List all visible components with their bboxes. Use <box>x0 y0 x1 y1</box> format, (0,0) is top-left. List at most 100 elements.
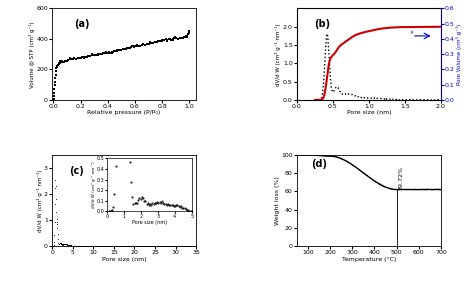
Point <box>177 244 184 248</box>
Point <box>128 244 136 248</box>
Point <box>68 57 76 61</box>
Point <box>167 244 175 248</box>
Point <box>108 244 116 248</box>
Point <box>55 242 63 246</box>
Point <box>94 244 102 248</box>
Point <box>136 43 144 48</box>
Y-axis label: dV/d W (cm³ g⁻¹ nm⁻¹): dV/d W (cm³ g⁻¹ nm⁻¹) <box>36 169 43 232</box>
Point <box>135 244 143 248</box>
Point <box>61 242 68 246</box>
Point <box>56 59 64 63</box>
Point <box>173 244 181 248</box>
Point <box>176 244 184 248</box>
Point <box>127 244 135 248</box>
Point <box>121 244 129 248</box>
Point <box>183 244 191 248</box>
Point <box>125 244 133 248</box>
Point <box>181 244 188 248</box>
Point <box>175 244 182 248</box>
Point <box>66 243 74 247</box>
Point <box>149 244 157 248</box>
Point <box>130 244 138 248</box>
Point <box>180 244 188 248</box>
Point <box>50 91 58 96</box>
Point <box>59 242 66 246</box>
Point <box>95 244 103 248</box>
Point <box>144 244 152 248</box>
Point <box>134 244 141 248</box>
Point <box>90 53 98 57</box>
Point <box>130 244 138 248</box>
Point <box>81 244 88 248</box>
Point <box>137 244 145 248</box>
Point <box>159 244 167 248</box>
Point <box>158 38 166 43</box>
Point <box>167 244 174 248</box>
Point <box>143 42 151 46</box>
Point <box>168 244 176 248</box>
Point <box>80 244 87 248</box>
Point <box>137 244 145 248</box>
Point <box>81 244 88 248</box>
Point <box>138 43 146 48</box>
Point <box>60 242 67 247</box>
Point <box>160 243 167 248</box>
Point <box>69 244 77 248</box>
Point <box>72 244 80 248</box>
Point <box>181 35 189 39</box>
Point <box>179 244 187 248</box>
Point <box>170 244 177 248</box>
Point <box>73 244 80 248</box>
Point <box>124 244 131 248</box>
Point <box>103 244 111 248</box>
Point <box>176 244 183 248</box>
Point <box>168 244 176 248</box>
Point <box>91 244 99 248</box>
Point <box>158 38 165 43</box>
Point <box>82 244 90 248</box>
Point <box>50 97 57 101</box>
Point <box>178 244 185 248</box>
Point <box>163 244 171 248</box>
Point <box>64 243 71 247</box>
Point <box>53 65 60 70</box>
Point <box>64 242 71 247</box>
Point <box>139 244 146 248</box>
Point <box>74 55 82 60</box>
Point <box>180 244 188 248</box>
Point <box>176 244 184 248</box>
Point <box>159 244 166 248</box>
Point <box>82 55 90 59</box>
Point <box>113 244 120 248</box>
Point <box>111 244 119 248</box>
Point <box>179 244 186 248</box>
Point <box>66 243 73 247</box>
Point <box>59 243 67 247</box>
Point <box>161 244 169 248</box>
Point <box>94 52 102 57</box>
Point <box>153 244 161 248</box>
Point <box>61 60 68 64</box>
Point <box>117 244 125 248</box>
Point <box>141 244 149 248</box>
Point <box>54 222 61 226</box>
Point <box>153 244 161 248</box>
Point <box>70 244 77 248</box>
Point <box>69 244 76 248</box>
Point <box>191 244 199 248</box>
Point <box>58 242 66 246</box>
Point <box>112 244 119 248</box>
Point <box>152 244 159 248</box>
Point <box>191 244 198 248</box>
Point <box>69 244 76 248</box>
Point <box>165 37 173 41</box>
Point <box>77 244 85 248</box>
Point <box>131 244 139 248</box>
Point <box>156 244 164 248</box>
Point <box>142 244 149 248</box>
Point <box>58 60 66 64</box>
Point <box>52 69 60 74</box>
Point <box>93 244 100 248</box>
Point <box>133 244 140 248</box>
Point <box>123 244 130 248</box>
